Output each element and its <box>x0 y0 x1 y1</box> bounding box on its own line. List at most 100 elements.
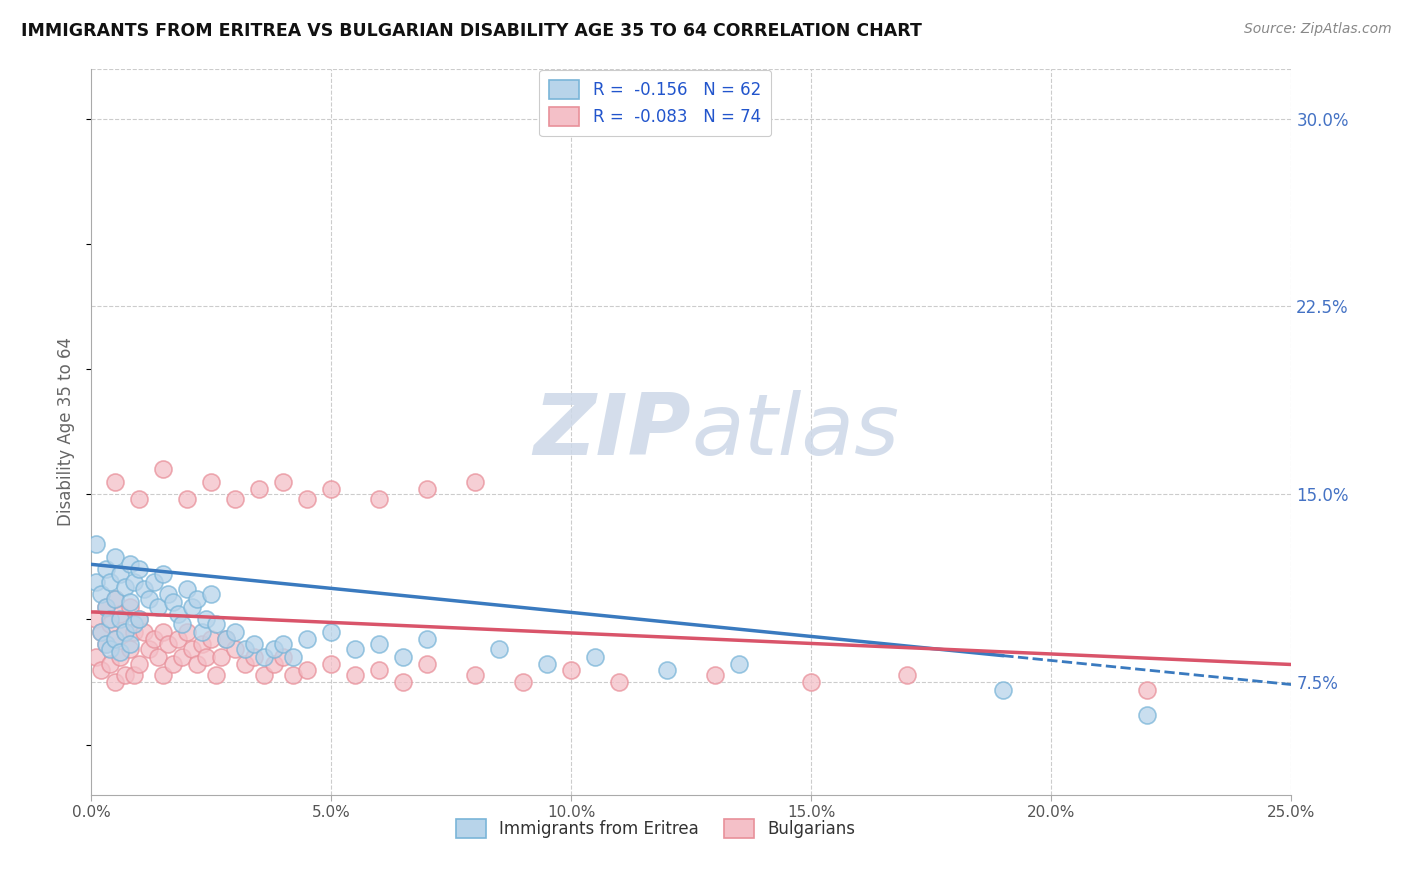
Point <box>392 650 415 665</box>
Point <box>1136 707 1159 722</box>
Point <box>142 574 165 589</box>
Point <box>205 667 228 681</box>
Point <box>224 624 246 639</box>
Point <box>118 637 141 651</box>
Point <box>416 482 439 496</box>
Point <box>253 650 276 665</box>
Point <box>128 657 150 672</box>
Point <box>392 675 415 690</box>
Point <box>536 657 558 672</box>
Point <box>607 675 630 690</box>
Point <box>205 617 228 632</box>
Point <box>124 624 146 639</box>
Text: ZIP: ZIP <box>534 390 692 473</box>
Point <box>162 657 184 672</box>
Point <box>464 475 486 489</box>
Point <box>104 592 127 607</box>
Point <box>344 642 367 657</box>
Point <box>128 562 150 576</box>
Point <box>704 667 727 681</box>
Point <box>253 667 276 681</box>
Point <box>98 657 121 672</box>
Point <box>108 650 131 665</box>
Point <box>138 642 160 657</box>
Point <box>132 624 155 639</box>
Point <box>166 607 188 622</box>
Point <box>114 580 136 594</box>
Point <box>132 582 155 597</box>
Point <box>368 637 391 651</box>
Point <box>512 675 534 690</box>
Point <box>176 582 198 597</box>
Point <box>176 624 198 639</box>
Point <box>209 650 232 665</box>
Point <box>108 612 131 626</box>
Point <box>172 650 194 665</box>
Point <box>156 637 179 651</box>
Point <box>263 642 285 657</box>
Point <box>200 587 222 601</box>
Point <box>142 632 165 647</box>
Point <box>162 595 184 609</box>
Point <box>84 537 107 551</box>
Point <box>321 482 343 496</box>
Point <box>416 657 439 672</box>
Point <box>195 612 218 626</box>
Point <box>728 657 751 672</box>
Point <box>560 663 582 677</box>
Point <box>108 645 131 659</box>
Point <box>186 657 208 672</box>
Point <box>993 682 1015 697</box>
Point <box>243 637 266 651</box>
Text: atlas: atlas <box>692 390 900 473</box>
Point <box>104 632 127 647</box>
Point <box>98 574 121 589</box>
Point <box>190 624 212 639</box>
Point <box>148 650 170 665</box>
Point <box>488 642 510 657</box>
Point <box>152 567 174 582</box>
Point <box>344 667 367 681</box>
Point <box>263 657 285 672</box>
Point <box>295 663 318 677</box>
Point <box>224 642 246 657</box>
Point <box>271 650 294 665</box>
Point <box>104 592 127 607</box>
Point <box>295 632 318 647</box>
Text: Source: ZipAtlas.com: Source: ZipAtlas.com <box>1244 22 1392 37</box>
Point <box>90 624 112 639</box>
Point <box>233 657 256 672</box>
Point <box>181 599 204 614</box>
Point <box>214 632 236 647</box>
Y-axis label: Disability Age 35 to 64: Disability Age 35 to 64 <box>58 337 75 526</box>
Point <box>94 562 117 576</box>
Point <box>104 675 127 690</box>
Point <box>104 475 127 489</box>
Point <box>224 492 246 507</box>
Point <box>156 587 179 601</box>
Point <box>104 632 127 647</box>
Point <box>896 667 918 681</box>
Point <box>124 667 146 681</box>
Point <box>176 492 198 507</box>
Point <box>271 475 294 489</box>
Point <box>243 650 266 665</box>
Point <box>98 642 121 657</box>
Point <box>98 612 121 626</box>
Point <box>152 667 174 681</box>
Point <box>128 612 150 626</box>
Point <box>118 558 141 572</box>
Point <box>94 599 117 614</box>
Point <box>114 624 136 639</box>
Point <box>114 667 136 681</box>
Point <box>200 632 222 647</box>
Point <box>98 617 121 632</box>
Point <box>271 637 294 651</box>
Point <box>800 675 823 690</box>
Point <box>118 595 141 609</box>
Legend: Immigrants from Eritrea, Bulgarians: Immigrants from Eritrea, Bulgarians <box>449 812 862 845</box>
Point <box>124 574 146 589</box>
Point <box>84 650 107 665</box>
Point <box>181 642 204 657</box>
Point <box>94 637 117 651</box>
